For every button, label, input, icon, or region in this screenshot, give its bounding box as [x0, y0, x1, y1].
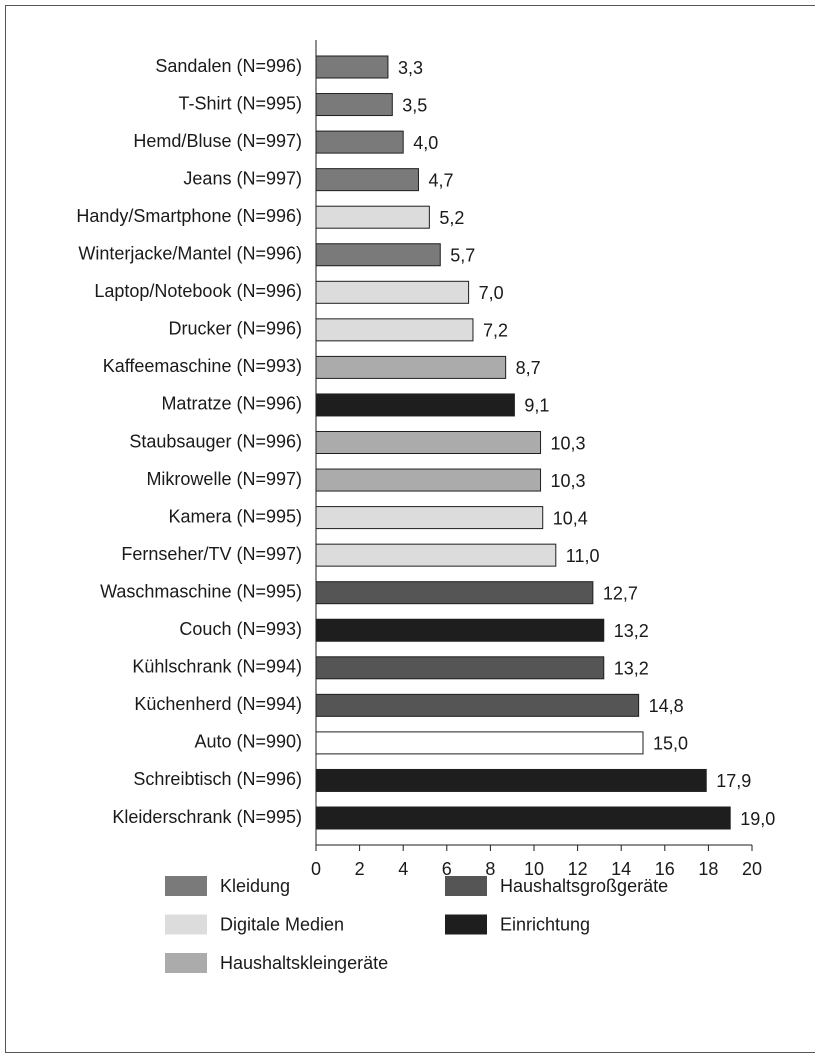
- value-label: 13,2: [614, 659, 649, 679]
- y-tick-label: T-Shirt (N=995): [178, 93, 302, 113]
- value-label: 5,7: [450, 246, 475, 266]
- x-tick-label: 14: [611, 859, 631, 879]
- value-label: 10,3: [551, 433, 586, 453]
- bar: [315, 806, 731, 830]
- x-tick-label: 12: [568, 859, 588, 879]
- y-tick-label: Waschmaschine (N=995): [100, 581, 302, 601]
- x-tick-label: 4: [398, 859, 408, 879]
- value-label: 14,8: [649, 696, 684, 716]
- bar: [315, 243, 441, 267]
- bar: [315, 205, 430, 229]
- y-tick-label: Küchenherd (N=994): [134, 694, 302, 714]
- y-tick-label: Fernseher/TV (N=997): [121, 544, 302, 564]
- legend-label: Kleidung: [220, 876, 290, 896]
- y-tick-label: Hemd/Bluse (N=997): [133, 131, 302, 151]
- bar: [315, 393, 515, 417]
- legend-label: Digitale Medien: [220, 914, 344, 934]
- y-tick-label: Kamera (N=995): [168, 506, 302, 526]
- bar: [315, 581, 594, 605]
- bar: [315, 618, 605, 642]
- x-tick-label: 10: [524, 859, 544, 879]
- x-tick-label: 6: [442, 859, 452, 879]
- bar: [315, 656, 605, 680]
- value-label: 5,2: [439, 208, 464, 228]
- legend-swatch: [445, 876, 487, 896]
- value-label: 7,2: [483, 321, 508, 341]
- value-label: 9,1: [524, 396, 549, 416]
- y-tick-label: Staubsauger (N=996): [129, 431, 302, 451]
- legend-label: Haushaltskleingeräte: [220, 953, 388, 973]
- bar: [315, 318, 474, 342]
- value-label: 8,7: [516, 358, 541, 378]
- value-label: 7,0: [479, 283, 504, 303]
- bar: [315, 543, 557, 567]
- bar: [315, 93, 393, 117]
- value-label: 17,9: [716, 771, 751, 791]
- value-label: 11,0: [566, 546, 600, 566]
- value-label: 10,4: [553, 508, 588, 528]
- bar: [315, 130, 404, 154]
- value-label: 13,2: [614, 621, 649, 641]
- y-tick-label: Winterjacke/Mantel (N=996): [78, 244, 302, 264]
- y-tick-label: Drucker (N=996): [168, 319, 302, 339]
- legend-swatch: [165, 876, 207, 896]
- value-label: 4,0: [413, 133, 438, 153]
- bar: [315, 168, 419, 192]
- x-tick-label: 16: [655, 859, 675, 879]
- bar: [315, 693, 640, 717]
- y-tick-label: Jeans (N=997): [183, 168, 302, 188]
- value-label: 10,3: [551, 471, 586, 491]
- bar: [315, 506, 544, 530]
- value-label: 3,5: [402, 95, 427, 115]
- legend-label: Einrichtung: [500, 914, 590, 934]
- y-tick-label: Auto (N=990): [194, 732, 302, 752]
- x-tick-label: 20: [742, 859, 762, 879]
- legend-swatch: [165, 914, 207, 935]
- bar: [315, 431, 542, 454]
- y-tick-label: Laptop/Notebook (N=996): [94, 281, 302, 301]
- y-tick-label: Kaffeemaschine (N=993): [103, 356, 302, 376]
- y-tick-label: Kühlschrank (N=994): [132, 657, 302, 677]
- bar: [315, 355, 507, 379]
- x-tick-label: 18: [698, 859, 718, 879]
- frame: [5, 5, 815, 1053]
- y-tick-label: Schreibtisch (N=996): [133, 769, 302, 789]
- y-tick-label: Mikrowelle (N=997): [146, 469, 302, 489]
- legend-swatch: [165, 953, 207, 973]
- bar: [315, 55, 389, 79]
- value-label: 3,3: [398, 58, 423, 78]
- y-tick-label: Sandalen (N=996): [155, 56, 302, 76]
- y-tick-label: Couch (N=993): [179, 619, 302, 639]
- x-tick-label: 2: [355, 859, 365, 879]
- bar: [315, 768, 707, 792]
- y-tick-label: Matratze (N=996): [161, 394, 302, 414]
- legend-swatch: [445, 914, 487, 935]
- y-tick-label: Kleiderschrank (N=995): [112, 807, 302, 827]
- x-tick-label: 8: [485, 859, 495, 879]
- legend-label: Haushaltsgroßgeräte: [500, 876, 668, 896]
- value-label: 4,7: [428, 170, 453, 190]
- bar: [315, 468, 542, 492]
- value-label: 15,0: [653, 734, 688, 754]
- x-tick-label: 0: [311, 859, 321, 879]
- value-label: 12,7: [603, 583, 638, 603]
- y-tick-label: Handy/Smartphone (N=996): [76, 206, 302, 226]
- bar: [315, 731, 644, 755]
- value-label: 19,0: [740, 809, 775, 829]
- bar: [315, 280, 470, 304]
